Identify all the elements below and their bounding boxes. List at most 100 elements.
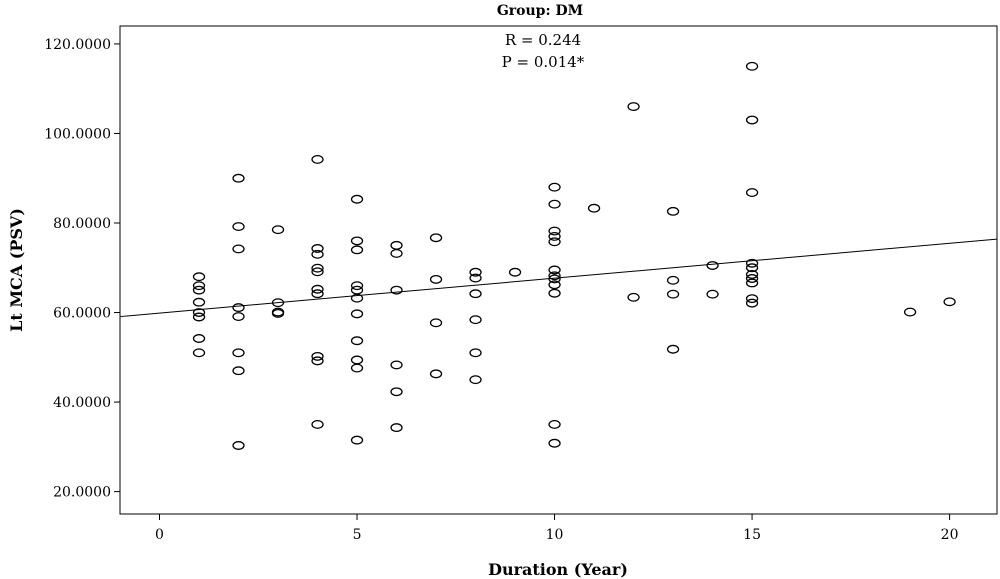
data-point (350, 236, 364, 246)
data-point (745, 274, 759, 283)
data-point (350, 355, 364, 365)
data-point (469, 375, 482, 385)
data-point (192, 312, 206, 322)
data-point (429, 233, 443, 243)
chart-title: Group: DM (497, 3, 583, 19)
x-tick-label: 15 (743, 527, 761, 543)
y-tick-label: 60.0000 (53, 306, 111, 322)
data-point (232, 303, 245, 313)
data-point (706, 261, 719, 270)
data-point (548, 280, 561, 290)
data-point (745, 115, 759, 125)
data-point (548, 231, 561, 241)
data-point (192, 272, 206, 282)
data-point (548, 182, 561, 192)
data-point (429, 274, 443, 284)
data-point (903, 307, 917, 317)
data-point (745, 258, 759, 268)
plot-area-frame (119, 25, 998, 515)
x-tick-label: 0 (155, 527, 164, 543)
data-point (469, 289, 482, 299)
data-point (311, 244, 324, 253)
data-point (745, 294, 759, 304)
data-point (271, 308, 285, 318)
data-point (666, 275, 680, 285)
data-point (469, 315, 482, 325)
y-axis-title: Lt MCA (PSV) (7, 208, 26, 332)
data-point (311, 267, 324, 277)
data-point (311, 249, 324, 259)
data-point (390, 360, 403, 370)
data-point (390, 285, 403, 295)
y-tick-label: 80.0000 (53, 216, 111, 232)
data-points (192, 61, 956, 450)
data-point (232, 173, 245, 183)
data-point (548, 438, 561, 448)
data-point (587, 203, 601, 213)
data-point (508, 267, 522, 277)
data-point (429, 369, 443, 379)
data-point (232, 222, 245, 232)
data-point (232, 348, 245, 358)
y-tick-label: 100.0000 (44, 126, 111, 142)
data-point (192, 281, 206, 291)
data-point (271, 298, 285, 308)
data-point (232, 441, 245, 450)
data-point (745, 263, 759, 273)
data-point (548, 274, 561, 284)
x-axis: 0 5 10 15 20 (155, 514, 959, 543)
data-point (350, 194, 364, 204)
x-tick-label: 10 (546, 527, 564, 543)
data-point (745, 188, 759, 197)
data-point (390, 240, 403, 250)
data-point (271, 225, 285, 235)
data-point (390, 248, 403, 258)
data-point (469, 267, 482, 277)
data-point (192, 297, 206, 307)
annotation-p: P = 0.014* (502, 53, 585, 71)
data-point (745, 298, 759, 308)
data-point (390, 423, 403, 433)
data-point (192, 334, 206, 343)
data-point (350, 336, 364, 346)
y-tick-label: 40.0000 (53, 395, 111, 411)
data-point (745, 270, 759, 279)
x-tick-label: 20 (941, 527, 959, 543)
data-point (350, 285, 364, 295)
data-point (311, 420, 324, 429)
data-point (311, 154, 324, 164)
data-point (350, 281, 364, 291)
data-point (311, 289, 324, 299)
data-point (548, 237, 561, 247)
data-point (350, 363, 364, 373)
y-tick-label: 120.0000 (44, 37, 111, 53)
data-point (350, 245, 364, 255)
annotation-r: R = 0.244 (505, 31, 581, 49)
data-point (232, 244, 245, 254)
regression-line (119, 238, 998, 318)
data-point (311, 351, 324, 361)
x-tick-label: 5 (353, 527, 362, 543)
data-point (666, 289, 680, 299)
data-point (469, 273, 482, 283)
data-point (666, 206, 680, 216)
data-point (745, 278, 759, 288)
x-axis-title: Duration (Year) (488, 560, 628, 579)
data-point (548, 199, 561, 209)
data-point (627, 102, 640, 112)
data-point (548, 271, 561, 281)
data-point (311, 263, 324, 273)
data-point (548, 265, 561, 275)
data-point (192, 348, 206, 358)
data-point (192, 308, 206, 317)
data-point (548, 420, 561, 429)
data-point (469, 348, 482, 358)
data-point (666, 344, 680, 354)
data-point (390, 387, 403, 397)
data-point (548, 226, 561, 236)
data-point (350, 293, 364, 303)
data-point (311, 356, 324, 366)
data-point (350, 309, 364, 319)
data-point (232, 366, 245, 376)
